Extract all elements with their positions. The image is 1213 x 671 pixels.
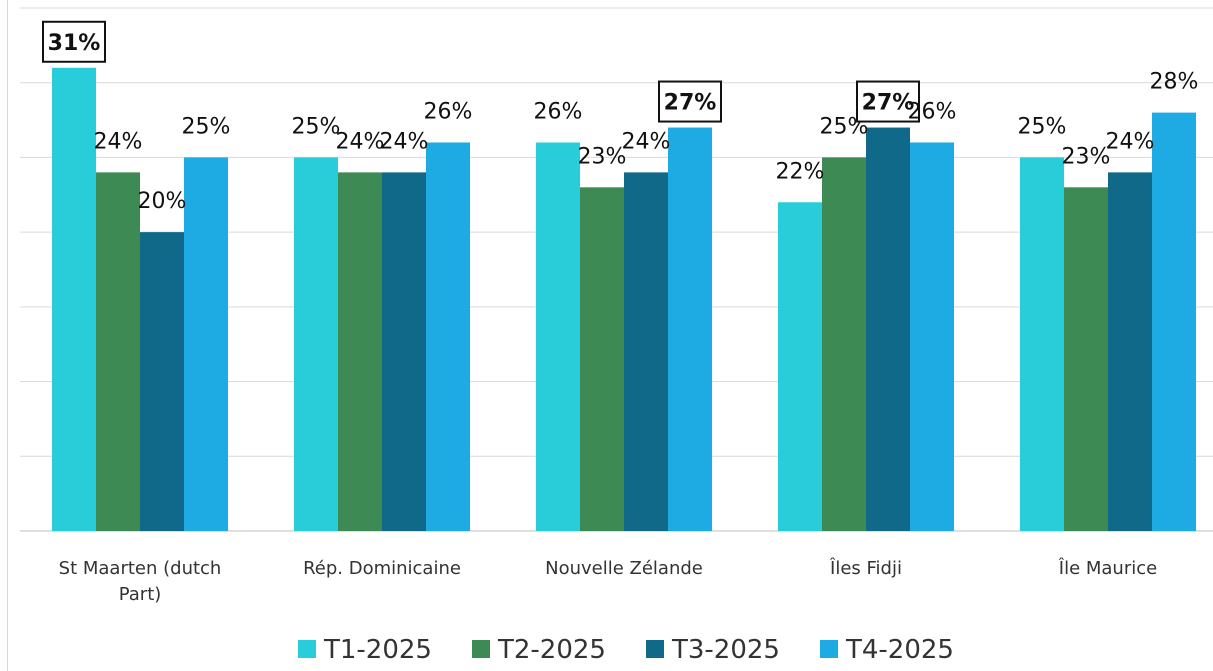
- data-label: 20%: [138, 189, 187, 214]
- bar-t3-2025-2: [624, 172, 668, 531]
- legend-label: T3-2025: [671, 635, 780, 665]
- bar-t4-2025-0: [184, 157, 228, 531]
- data-label: 26%: [424, 99, 473, 124]
- legend-swatch: [472, 640, 490, 658]
- data-label: 26%: [908, 99, 957, 124]
- bar-t3-2025-1: [382, 172, 426, 531]
- data-label: 24%: [1106, 129, 1155, 154]
- data-label: 23%: [1062, 144, 1111, 169]
- legend-label: T1-2025: [323, 635, 432, 665]
- highlight-box: [658, 80, 722, 123]
- data-label: 26%: [534, 99, 583, 124]
- data-label: 24%: [380, 129, 429, 154]
- bars: [52, 67, 1196, 532]
- data-label: 25%: [292, 114, 341, 139]
- data-label: 28%: [1150, 70, 1199, 95]
- bar-t4-2025-3: [910, 142, 954, 531]
- data-label: 23%: [578, 144, 627, 169]
- legend-swatch: [820, 640, 838, 658]
- bar-t2-2025-4: [1064, 187, 1108, 532]
- bar-t3-2025-3: [866, 127, 910, 532]
- data-label-highlighted: 27%: [664, 91, 717, 116]
- bar-t4-2025-4: [1152, 112, 1196, 531]
- bar-t3-2025-0: [140, 232, 184, 531]
- category-label: St Maarten (dutch Part): [59, 558, 222, 605]
- bar-t2-2025-0: [96, 172, 140, 531]
- legend-label: T4-2025: [845, 635, 954, 665]
- category-label: Nouvelle Zélande: [545, 558, 703, 579]
- bar-t2-2025-3: [822, 157, 866, 531]
- data-label: 25%: [1018, 114, 1067, 139]
- data-label: 24%: [622, 129, 671, 154]
- bar-t1-2025-4: [1020, 157, 1064, 531]
- bar-t2-2025-2: [580, 187, 624, 532]
- highlight-box: [42, 20, 106, 63]
- bar-t1-2025-0: [52, 67, 96, 532]
- category-label: Île Maurice: [1058, 557, 1157, 579]
- chart-frame: [7, 0, 1213, 671]
- highlight-box: [856, 80, 920, 123]
- legend-label: T2-2025: [497, 635, 606, 665]
- legend: T1-2025 T2-2025 T3-2025 T4-2025: [298, 635, 954, 665]
- category-label-line: Îles Fidji: [829, 557, 902, 579]
- data-label: 25%: [182, 114, 231, 139]
- bar-t1-2025-1: [294, 157, 338, 531]
- category-label-line: St Maarten (dutch: [59, 558, 222, 579]
- bar-t1-2025-3: [778, 202, 822, 531]
- data-label: 24%: [336, 129, 385, 154]
- bar-t4-2025-1: [426, 142, 470, 531]
- data-label: 22%: [776, 159, 825, 184]
- category-label: Îles Fidji: [829, 557, 902, 579]
- data-labels: 31%24%20%25% 25%24%24%26% 26%23%24%27%22%2…: [42, 20, 1199, 214]
- legend-swatch: [646, 640, 664, 658]
- category-label: Rép. Dominicaine: [303, 558, 461, 579]
- bar-t2-2025-1: [338, 172, 382, 531]
- data-label: 24%: [94, 129, 143, 154]
- bar-t3-2025-4: [1108, 172, 1152, 531]
- legend-swatch: [298, 640, 316, 658]
- bar-t1-2025-2: [536, 142, 580, 531]
- category-label-line: Rép. Dominicaine: [303, 558, 461, 579]
- bar-t4-2025-2: [668, 127, 712, 532]
- data-label-highlighted: 31%: [48, 31, 101, 56]
- category-label-line: Nouvelle Zélande: [545, 558, 703, 579]
- data-label-highlighted: 27%: [862, 91, 915, 116]
- category-label-line: Part): [119, 584, 162, 605]
- category-label-line: Île Maurice: [1058, 557, 1157, 579]
